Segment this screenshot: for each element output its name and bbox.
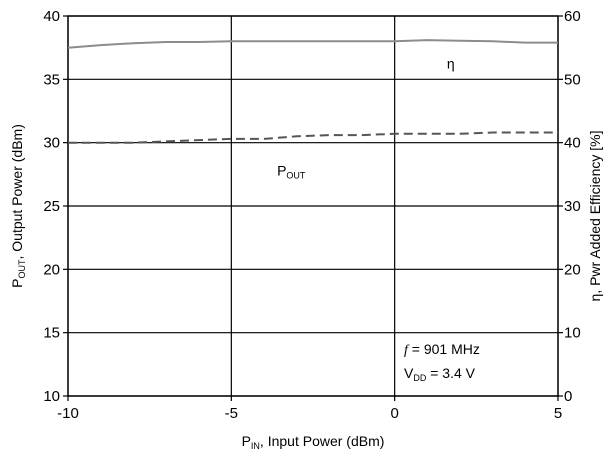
annotation-box [398, 336, 496, 384]
left-axis-label: POUT, Output Power (dBm) [9, 124, 27, 288]
right-axis-ticks: 0 10 20 30 40 50 60 [558, 8, 581, 405]
left-tick-label-2: 20 [43, 261, 60, 278]
x-tick-label-1: -5 [225, 405, 238, 422]
x-axis-label: PIN, Input Power (dBm) [242, 433, 385, 451]
left-tick-label-4: 30 [43, 135, 60, 152]
x-tick-label-2: 0 [390, 405, 398, 422]
x-axis-ticks: -10 -5 0 5 [57, 396, 562, 422]
x-tick-label-3: 5 [554, 405, 562, 422]
right-tick-label-2: 20 [564, 261, 581, 278]
x-tick-label-0: -10 [57, 405, 79, 422]
left-axis-ticks: 10 15 20 25 30 35 40 [43, 8, 68, 405]
left-tick-label-6: 40 [43, 8, 60, 25]
right-tick-label-3: 30 [564, 198, 581, 215]
left-tick-label-3: 25 [43, 198, 60, 215]
series-lines [67, 39, 558, 144]
right-tick-label-0: 0 [564, 388, 572, 405]
frequency-annotation: f = 901 MHz [404, 341, 480, 358]
vdd-annotation: VDD = 3.4 V [404, 365, 476, 383]
right-tick-label-1: 10 [564, 325, 581, 342]
left-tick-label-0: 10 [43, 388, 60, 405]
right-axis-label: η, Pwr Added Efficiency [%] [587, 131, 603, 302]
left-tick-label-5: 35 [43, 71, 60, 88]
eta-series-label: η [447, 56, 455, 72]
pout-series-label: POUT [277, 163, 306, 181]
right-tick-label-5: 50 [564, 71, 581, 88]
left-tick-label-1: 15 [43, 325, 60, 342]
series-line-eta [67, 39, 558, 49]
series-line-pout [68, 131, 558, 144]
right-tick-label-6: 60 [564, 8, 581, 25]
right-tick-label-4: 40 [564, 135, 581, 152]
